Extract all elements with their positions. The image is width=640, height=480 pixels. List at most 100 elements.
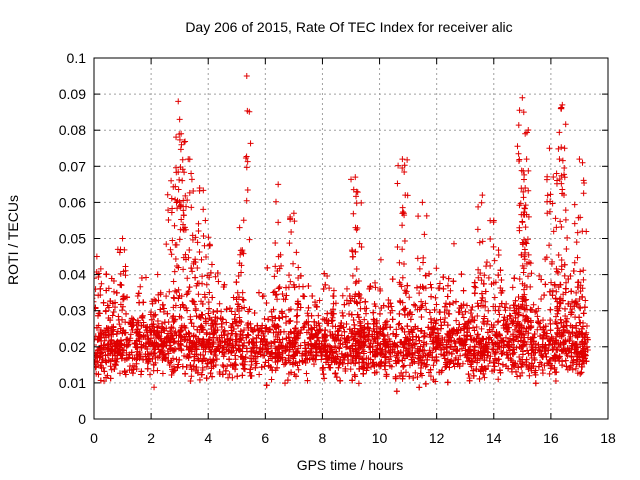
data-point bbox=[321, 330, 328, 337]
data-point bbox=[247, 348, 254, 355]
data-point bbox=[383, 318, 390, 325]
data-point bbox=[550, 346, 557, 353]
data-point bbox=[154, 324, 161, 331]
data-point bbox=[527, 317, 534, 324]
data-point bbox=[500, 325, 507, 332]
data-point bbox=[151, 384, 158, 391]
data-point bbox=[471, 351, 478, 358]
data-point bbox=[332, 323, 339, 330]
data-point bbox=[502, 334, 509, 341]
data-point bbox=[433, 356, 440, 363]
data-point bbox=[444, 322, 451, 329]
data-point bbox=[440, 274, 447, 281]
data-point bbox=[126, 367, 133, 374]
data-point bbox=[467, 361, 474, 368]
data-point bbox=[436, 309, 443, 316]
data-point bbox=[451, 338, 458, 345]
data-point bbox=[506, 347, 513, 354]
data-point bbox=[539, 335, 546, 342]
data-point bbox=[515, 364, 522, 371]
data-point bbox=[99, 349, 106, 356]
data-point bbox=[408, 326, 415, 333]
data-point bbox=[532, 380, 539, 387]
data-point bbox=[241, 327, 248, 334]
data-point bbox=[386, 362, 393, 369]
data-point bbox=[489, 339, 496, 346]
data-point bbox=[387, 349, 394, 356]
data-point bbox=[313, 303, 320, 310]
data-point bbox=[214, 269, 221, 276]
data-point bbox=[276, 283, 283, 290]
data-point bbox=[175, 361, 182, 368]
data-point bbox=[543, 353, 550, 360]
data-point bbox=[293, 349, 300, 356]
data-point bbox=[563, 279, 570, 286]
data-point bbox=[103, 287, 110, 294]
data-point bbox=[321, 375, 328, 382]
data-point bbox=[133, 337, 140, 344]
data-point bbox=[409, 336, 416, 343]
data-point bbox=[298, 327, 305, 334]
data-point bbox=[519, 361, 526, 368]
data-point bbox=[445, 310, 452, 317]
data-point bbox=[148, 309, 155, 316]
data-point bbox=[282, 296, 289, 303]
data-point bbox=[226, 371, 233, 378]
data-point bbox=[416, 348, 423, 355]
data-point bbox=[159, 370, 166, 377]
data-point bbox=[265, 357, 272, 364]
data-point bbox=[318, 352, 325, 359]
data-point bbox=[578, 369, 585, 376]
data-point bbox=[215, 341, 222, 348]
data-point bbox=[320, 371, 327, 378]
data-point bbox=[250, 328, 257, 335]
data-point bbox=[382, 359, 389, 366]
data-point bbox=[326, 364, 333, 371]
data-point bbox=[182, 370, 189, 377]
data-point bbox=[243, 334, 250, 341]
data-point bbox=[352, 248, 359, 255]
data-point bbox=[557, 340, 564, 347]
data-point bbox=[308, 325, 315, 332]
data-point bbox=[239, 332, 246, 339]
data-point bbox=[214, 326, 221, 333]
chart-title: Day 206 of 2015, Rate Of TEC Index for r… bbox=[185, 19, 512, 35]
data-point bbox=[354, 311, 361, 318]
data-point bbox=[365, 337, 372, 344]
data-point bbox=[547, 306, 554, 313]
data-point bbox=[290, 352, 297, 359]
data-point bbox=[573, 350, 580, 357]
data-point bbox=[470, 324, 477, 331]
data-point bbox=[499, 361, 506, 368]
data-point bbox=[322, 359, 329, 366]
data-point bbox=[319, 367, 326, 374]
data-point bbox=[452, 354, 459, 361]
data-point bbox=[473, 324, 480, 331]
data-point bbox=[348, 311, 355, 318]
data-point bbox=[475, 349, 482, 356]
data-point bbox=[219, 362, 226, 369]
data-point bbox=[205, 310, 212, 317]
data-point bbox=[492, 340, 499, 347]
data-point bbox=[108, 346, 115, 353]
data-point bbox=[396, 310, 403, 317]
data-point bbox=[532, 367, 539, 374]
data-point bbox=[157, 306, 164, 313]
data-point bbox=[450, 346, 457, 353]
data-point bbox=[203, 363, 210, 370]
data-point bbox=[195, 357, 202, 364]
data-point bbox=[118, 355, 125, 362]
data-point bbox=[560, 339, 567, 346]
data-point bbox=[418, 313, 425, 320]
data-point bbox=[320, 285, 327, 292]
data-point bbox=[547, 320, 554, 327]
data-point bbox=[395, 321, 402, 328]
data-point bbox=[288, 329, 295, 336]
data-point bbox=[355, 349, 362, 356]
data-point bbox=[544, 360, 551, 367]
data-point bbox=[331, 337, 338, 344]
data-point bbox=[230, 325, 237, 332]
data-point bbox=[518, 324, 525, 331]
data-point bbox=[577, 370, 584, 377]
data-point bbox=[409, 327, 416, 334]
